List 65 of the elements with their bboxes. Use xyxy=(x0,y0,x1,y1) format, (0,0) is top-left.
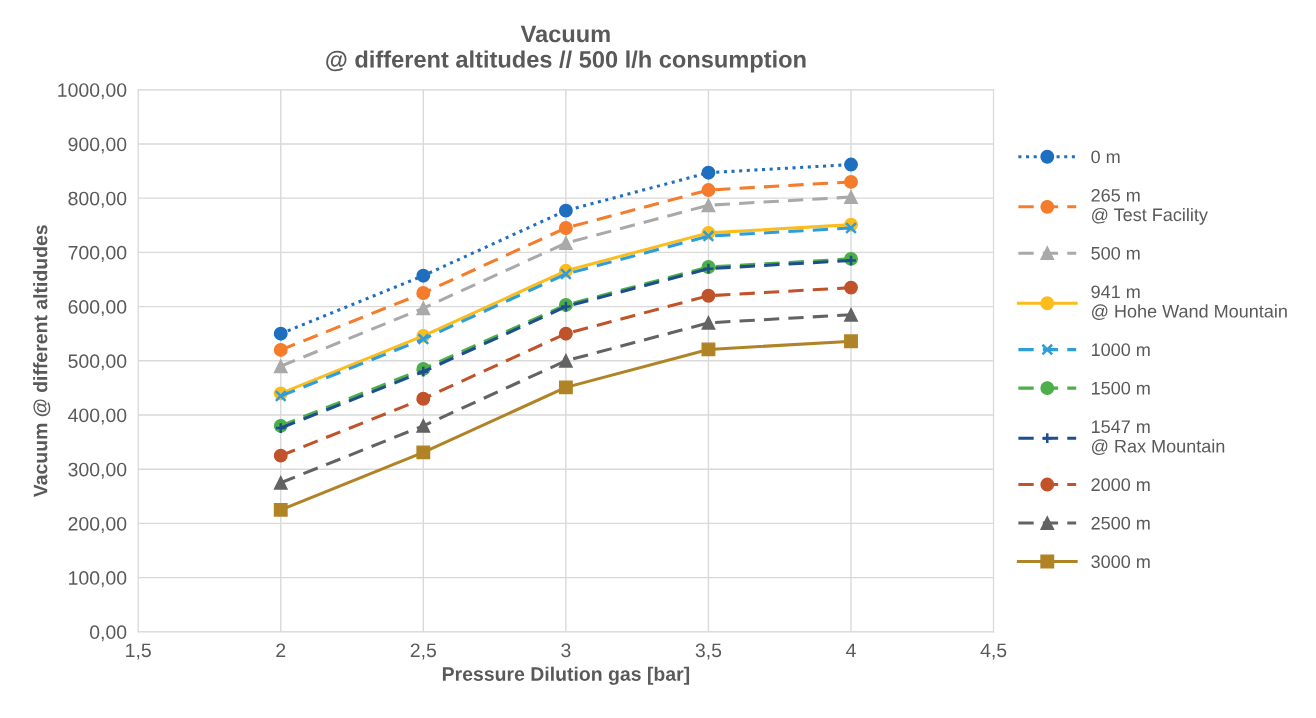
legend-label: 1500 m xyxy=(1091,381,1150,395)
y-tick-label: 100,00 xyxy=(69,571,127,588)
y-tick-label: 500,00 xyxy=(68,354,127,371)
point xyxy=(844,334,858,349)
y-tick-label: 200,00 xyxy=(68,516,127,533)
legend-label: 1000 m xyxy=(1091,343,1150,357)
point xyxy=(701,165,716,180)
point xyxy=(701,342,716,357)
x-tick-label: 2 xyxy=(276,643,286,658)
legend-label: 2500 m xyxy=(1091,516,1150,530)
point xyxy=(273,475,288,490)
x-tick-label: 4,5 xyxy=(980,643,1007,660)
point xyxy=(558,203,573,218)
point xyxy=(416,445,431,460)
x-tick-label: 4 xyxy=(846,643,856,658)
point xyxy=(416,301,431,316)
legend-label: 0 m xyxy=(1091,150,1120,164)
y-tick-label: 800,00 xyxy=(68,191,127,208)
point xyxy=(416,418,431,433)
y-tick-label: 400,00 xyxy=(68,408,127,425)
point xyxy=(701,288,716,303)
x-tick-label: 1,5 xyxy=(126,643,151,660)
point xyxy=(559,267,572,281)
legend-label: 1547 m @ Rax Mountain xyxy=(1091,420,1225,455)
point xyxy=(844,307,858,322)
y-tick-label: 600,00 xyxy=(68,300,127,317)
point xyxy=(273,326,288,341)
point xyxy=(844,190,858,205)
point xyxy=(701,198,716,213)
point xyxy=(701,183,716,197)
point xyxy=(558,221,573,235)
point xyxy=(273,448,288,463)
y-axis-title: Vacuum @ different altidudes xyxy=(33,225,51,498)
point xyxy=(844,157,858,172)
y-tick-label: 1000,00 xyxy=(58,83,127,100)
point xyxy=(558,236,573,251)
x-tick-label: 2,5 xyxy=(410,643,437,660)
x-tick-label: 3 xyxy=(561,643,571,658)
x-tick-label: 3,5 xyxy=(695,643,722,660)
chart-title: Vacuum @ different altitudes // 500 l/h consumption xyxy=(326,25,806,73)
legend-label: 500 m xyxy=(1091,246,1140,260)
point xyxy=(273,502,288,517)
point xyxy=(701,315,716,330)
x-axis-title: Pressure Dilution gas [bar] xyxy=(442,666,690,685)
legend-label: 941 m @ Hohe Wand Mountain xyxy=(1091,285,1287,320)
point xyxy=(273,343,288,357)
y-tick-label: 300,00 xyxy=(68,462,127,479)
point xyxy=(558,326,573,341)
legend-label: 265 m @ Test Facility xyxy=(1091,188,1208,225)
point xyxy=(558,380,573,395)
y-tick-label: 700,00 xyxy=(68,245,127,262)
point xyxy=(558,353,573,368)
point xyxy=(417,333,430,346)
legend-label: 2000 m xyxy=(1091,478,1150,492)
point xyxy=(416,391,431,406)
point xyxy=(416,268,431,283)
point xyxy=(844,174,858,189)
point xyxy=(844,280,858,295)
point xyxy=(416,286,431,300)
legend-label: 3000 m xyxy=(1091,555,1150,569)
point xyxy=(273,359,288,374)
point xyxy=(702,230,715,243)
point xyxy=(844,221,858,235)
y-tick-label: 900,00 xyxy=(68,137,127,154)
y-tick-label: 0,00 xyxy=(89,625,127,642)
